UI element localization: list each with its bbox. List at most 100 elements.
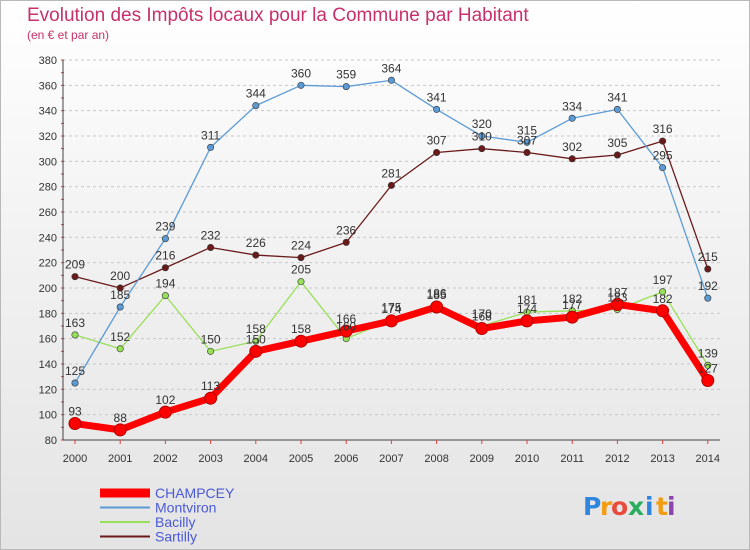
data-label-bacilly: 158 xyxy=(246,322,266,336)
logo-letter: i xyxy=(645,492,654,521)
x-tick-label: 2002 xyxy=(153,453,177,465)
data-label-champcey: 113 xyxy=(201,379,220,393)
y-tick-label: 340 xyxy=(39,106,57,118)
data-point-champcey xyxy=(339,324,353,338)
y-tick-label: 160 xyxy=(39,334,57,346)
data-point-montviron xyxy=(71,379,79,387)
x-tick-label: 2013 xyxy=(650,453,674,465)
data-label-montviron: 311 xyxy=(201,128,220,142)
data-label-sartilly: 316 xyxy=(653,122,673,136)
data-point-bacilly xyxy=(659,288,667,296)
data-label-champcey: 187 xyxy=(607,285,627,299)
data-label-champcey: 102 xyxy=(155,393,175,407)
x-tick-label: 2012 xyxy=(605,453,629,465)
x-tick-label: 2010 xyxy=(515,453,539,465)
data-point-montviron xyxy=(523,138,531,146)
data-label-bacilly: 160 xyxy=(336,320,356,334)
logo-letter: i xyxy=(667,492,676,521)
data-point-sartilly xyxy=(523,148,531,156)
data-point-champcey xyxy=(113,423,127,437)
y-tick-label: 140 xyxy=(39,359,57,371)
data-label-champcey: 150 xyxy=(246,332,266,346)
data-point-montviron xyxy=(116,303,124,311)
data-label-bacilly: 175 xyxy=(381,301,401,315)
data-point-bacilly xyxy=(297,278,305,286)
data-label-champcey: 88 xyxy=(114,411,128,425)
logo-letter: P xyxy=(583,492,601,521)
data-label-montviron: 334 xyxy=(562,99,582,113)
data-point-sartilly xyxy=(433,148,441,156)
data-point-champcey xyxy=(475,322,489,336)
data-label-champcey: 177 xyxy=(562,298,582,312)
x-tick-label: 2014 xyxy=(696,453,720,465)
data-label-sartilly: 302 xyxy=(562,140,582,154)
data-point-montviron xyxy=(704,294,712,302)
data-label-sartilly: 226 xyxy=(246,236,266,250)
data-point-champcey xyxy=(520,314,534,328)
chart-subtitle: (en € et par an) xyxy=(27,28,110,42)
data-point-champcey xyxy=(656,304,670,318)
data-label-montviron: 341 xyxy=(607,90,627,104)
data-label-montviron: 344 xyxy=(246,87,266,101)
data-point-sartilly xyxy=(704,265,712,273)
y-tick-label: 380 xyxy=(39,55,57,67)
data-point-sartilly xyxy=(478,145,486,153)
logo-letter: r xyxy=(600,492,613,521)
data-point-montviron xyxy=(659,164,667,172)
data-label-montviron: 320 xyxy=(472,117,492,131)
data-point-montviron xyxy=(252,102,260,110)
data-point-champcey xyxy=(249,344,263,358)
data-label-sartilly: 232 xyxy=(201,228,221,242)
data-label-bacilly: 152 xyxy=(110,330,130,344)
series-line-sartilly xyxy=(74,140,709,289)
y-tick-label: 80 xyxy=(45,435,57,447)
data-label-champcey: 182 xyxy=(653,292,673,306)
data-point-champcey xyxy=(701,373,715,387)
data-label-montviron: 341 xyxy=(427,90,447,104)
data-label-bacilly: 183 xyxy=(607,291,627,305)
y-tick-label: 100 xyxy=(39,410,57,422)
data-point-champcey xyxy=(204,391,218,405)
data-point-champcey xyxy=(294,334,308,348)
data-point-montviron xyxy=(342,83,350,91)
x-tick-label: 2001 xyxy=(108,453,132,465)
data-point-montviron xyxy=(207,143,215,151)
data-point-sartilly xyxy=(207,243,215,251)
data-label-montviron: 315 xyxy=(517,123,537,137)
data-point-bacilly xyxy=(161,292,169,300)
data-label-montviron: 360 xyxy=(291,66,311,80)
data-point-montviron xyxy=(478,132,486,140)
data-point-sartilly xyxy=(387,181,395,189)
y-tick-label: 200 xyxy=(39,283,57,295)
x-tick-label: 2011 xyxy=(560,453,584,465)
y-tick-label: 300 xyxy=(39,156,57,168)
data-point-sartilly xyxy=(342,238,350,246)
data-label-montviron: 125 xyxy=(65,364,85,378)
data-label-montviron: 192 xyxy=(698,279,718,293)
data-label-sartilly: 307 xyxy=(427,133,447,147)
x-tick-label: 2009 xyxy=(470,453,494,465)
data-label-champcey: 185 xyxy=(427,288,447,302)
data-point-montviron xyxy=(568,114,576,122)
data-label-sartilly: 307 xyxy=(517,133,537,147)
y-tick-label: 240 xyxy=(39,232,57,244)
y-tick-label: 320 xyxy=(39,131,57,143)
data-point-bacilly xyxy=(704,361,712,369)
data-label-champcey: 168 xyxy=(472,310,492,324)
data-label-sartilly: 236 xyxy=(336,223,356,237)
y-tick-label: 280 xyxy=(39,182,57,194)
x-tick-label: 2005 xyxy=(289,453,313,465)
data-point-bacilly xyxy=(71,331,79,339)
data-point-sartilly xyxy=(161,264,169,272)
data-point-sartilly xyxy=(613,151,621,159)
data-label-champcey: 93 xyxy=(68,405,82,419)
data-label-bacilly: 182 xyxy=(562,292,582,306)
y-tick-label: 260 xyxy=(39,207,57,219)
x-tick-label: 2003 xyxy=(198,453,222,465)
legend-label-bacilly: Bacilly xyxy=(155,514,195,530)
y-tick-label: 360 xyxy=(39,80,57,92)
logo-letter: o xyxy=(611,492,628,521)
data-label-bacilly: 150 xyxy=(201,332,221,346)
